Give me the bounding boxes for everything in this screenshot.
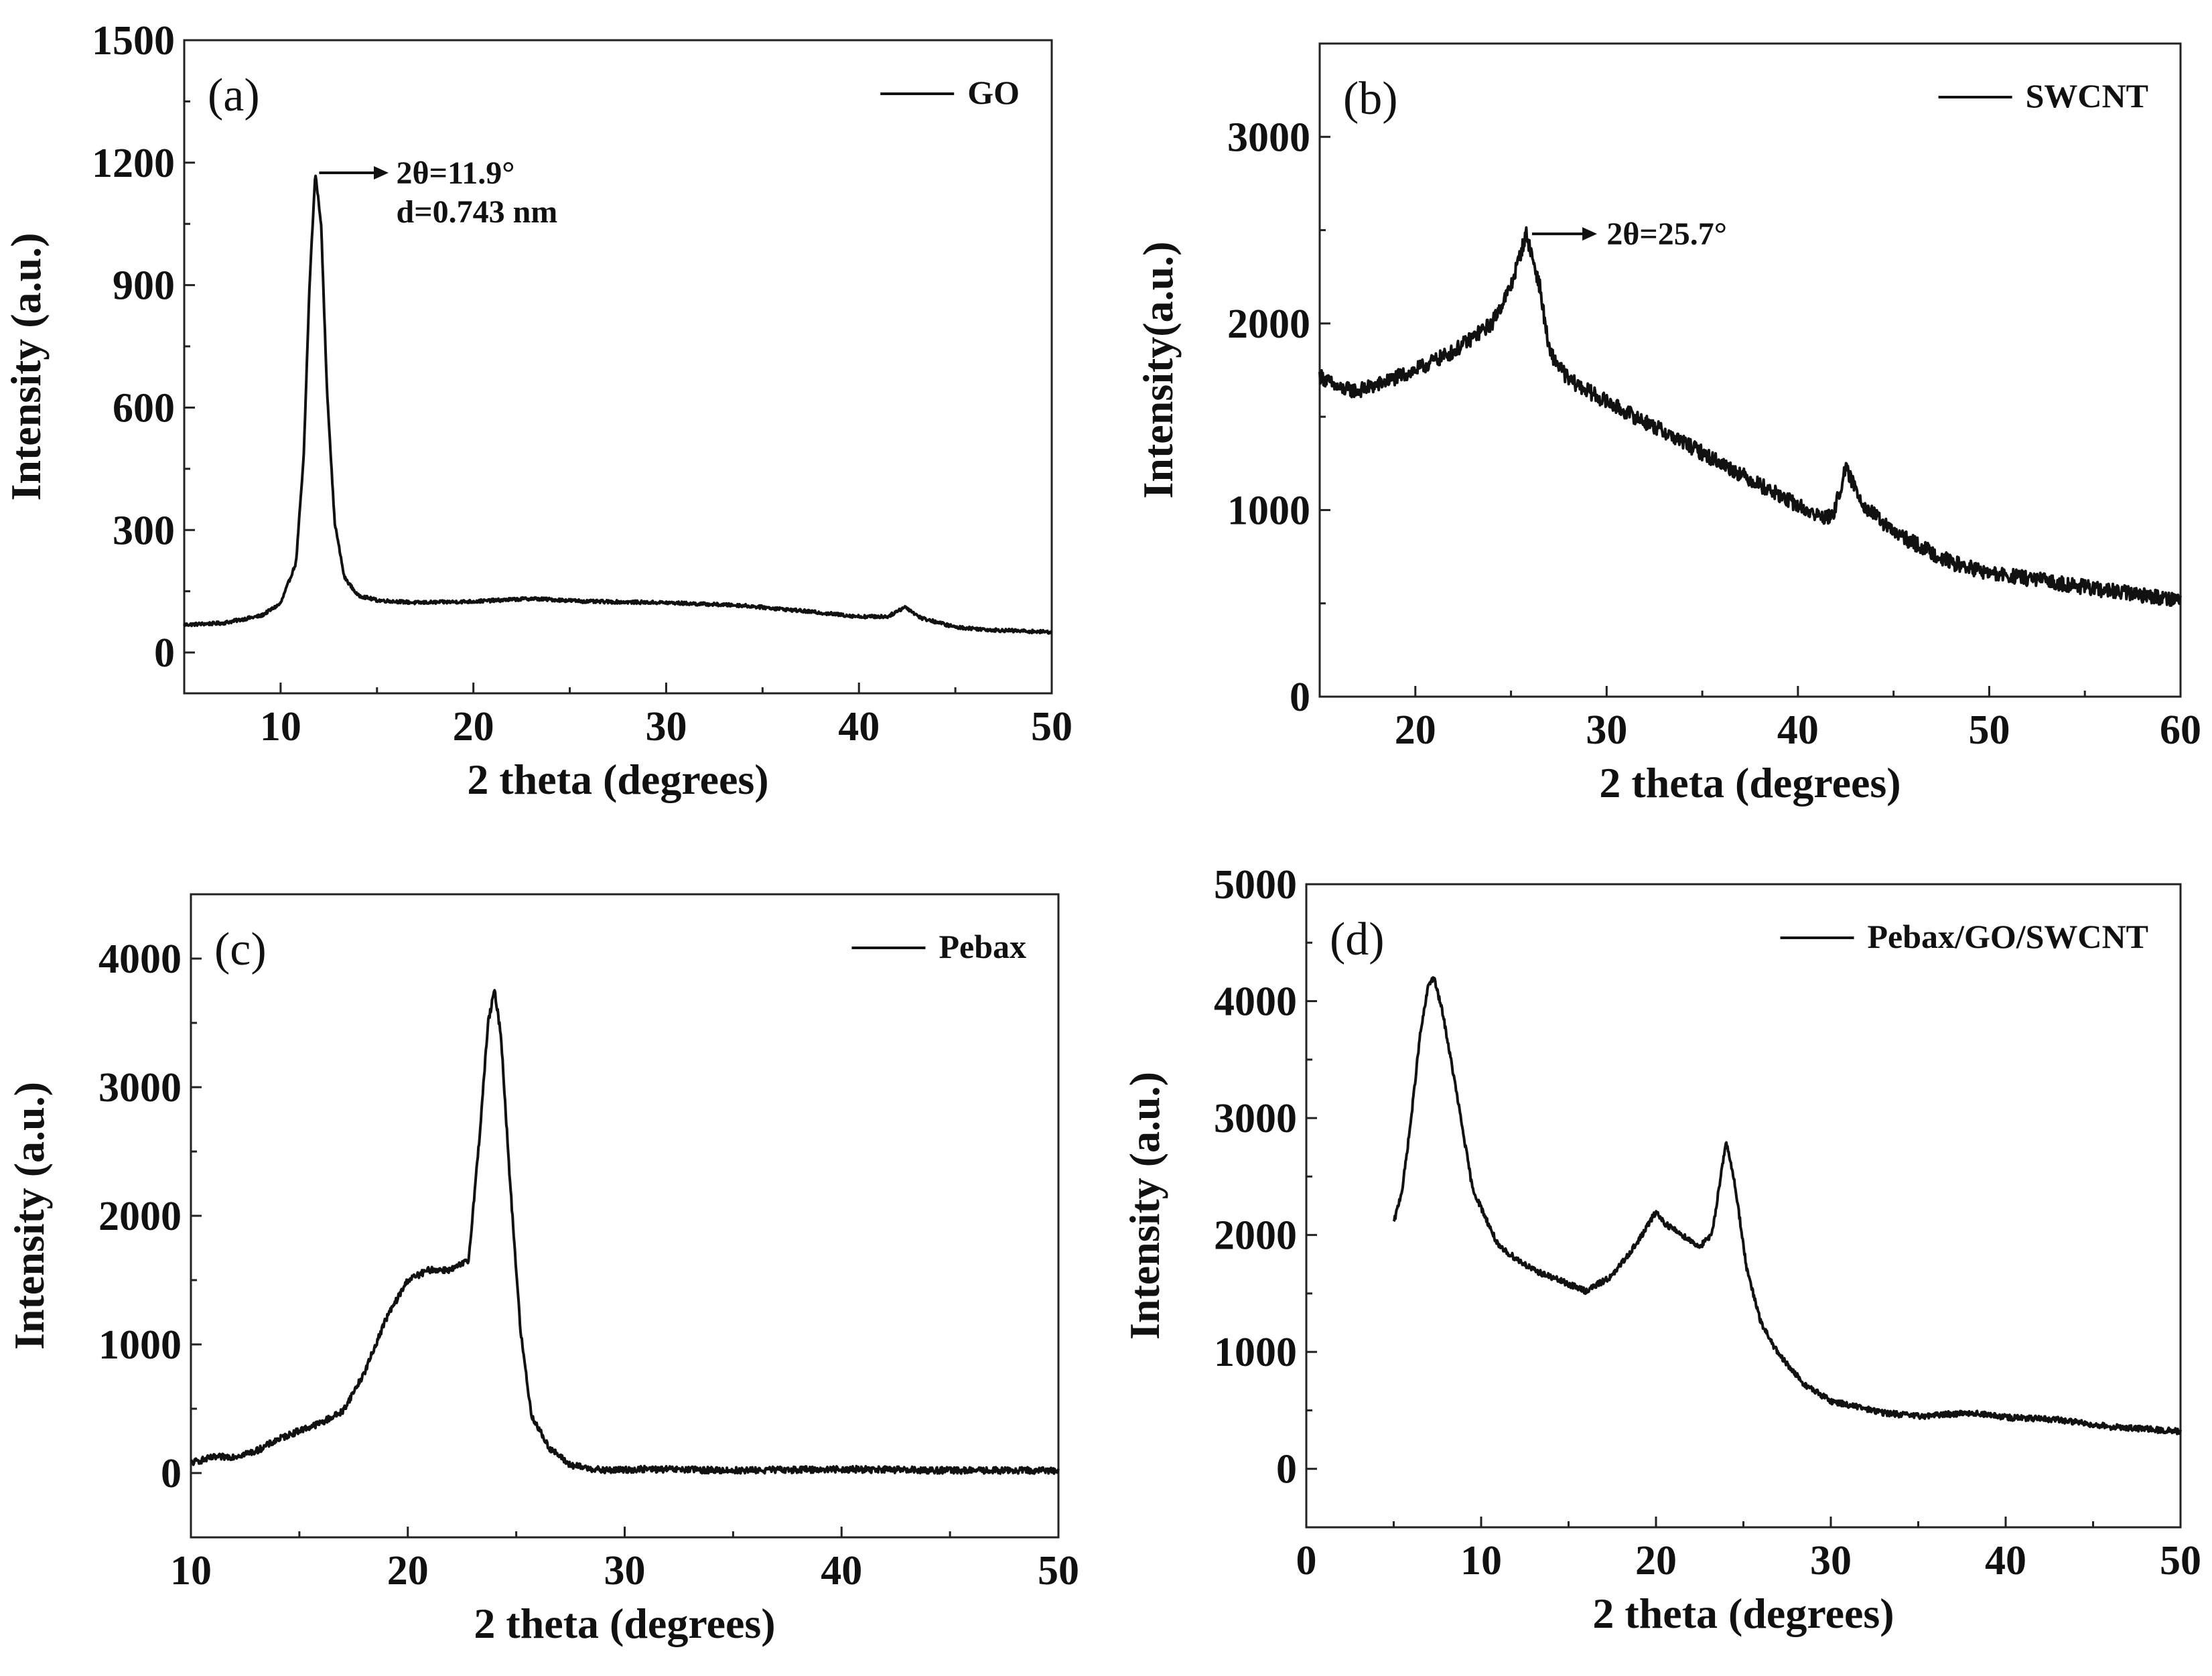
chart-panel-a: 10 20 30 40 50 0 300 600 900 1200 1500 2 theta (deg… <box>2 18 1073 803</box>
y-tick-label: 3000 <box>98 1065 182 1111</box>
annotation-arrow-head <box>1582 227 1598 241</box>
x-tick-label: 30 <box>1810 1538 1852 1584</box>
x-axis-title: 2 theta (degrees) <box>1592 1590 1894 1637</box>
annotation-text: d=0.743 nm <box>397 194 558 230</box>
y-tick-label: 2000 <box>1214 1213 1297 1259</box>
data-line-a <box>183 174 1053 635</box>
x-tick-label: 10 <box>260 704 301 750</box>
y-tick-label: 3000 <box>1214 1096 1297 1141</box>
y-axis-title: Intensity (a.u.) <box>1121 1072 1168 1340</box>
y-tick-label: 2000 <box>1227 301 1310 347</box>
x-tick-label: 40 <box>821 1548 862 1594</box>
x-tick-label: 30 <box>645 704 687 750</box>
annotation-text: 2θ=11.9° <box>397 155 515 191</box>
x-tick-label: 10 <box>1460 1538 1502 1584</box>
y-tick-label: 4000 <box>98 936 182 982</box>
plot-frame <box>1318 42 2182 698</box>
y-tick-label: 1000 <box>1227 488 1310 533</box>
y-tick-label: 0 <box>1290 675 1310 720</box>
x-tick-label: 40 <box>1985 1538 2026 1584</box>
y-tick-label: 300 <box>113 508 175 553</box>
y-tick-label: 4000 <box>1214 979 1297 1025</box>
x-axis-title: 2 theta (degrees) <box>467 756 768 803</box>
legend-label: Pebax <box>939 928 1026 965</box>
panel-label: (b) <box>1343 73 1398 125</box>
x-tick-label: 50 <box>2160 1538 2201 1584</box>
x-tick-label: 0 <box>1296 1538 1317 1584</box>
data-line-b <box>1318 226 2182 607</box>
chart-panel-b: 20 30 40 50 60 0 1000 2000 3000 2 theta (degrees)… <box>1134 42 2201 807</box>
data-line-c <box>190 989 1060 1475</box>
x-tick-label: 60 <box>2160 707 2201 753</box>
y-tick-label: 0 <box>161 1451 182 1496</box>
y-axis-title: Intensity (a.u.) <box>5 1082 53 1350</box>
x-axis-title: 2 theta (degrees) <box>474 1600 775 1647</box>
x-tick-label: 50 <box>1031 704 1073 750</box>
chart-panel-d: 0 10 20 30 40 50 0 1000 2000 3000 4000 5000 2 theta … <box>1121 862 2201 1637</box>
annotation-arrow-head <box>374 166 389 180</box>
annotation-text: 2θ=25.7° <box>1606 216 1727 252</box>
x-tick-label: 20 <box>1635 1538 1677 1584</box>
x-tick-label: 10 <box>170 1548 212 1594</box>
legend-label: GO <box>967 74 1020 111</box>
panel-label: (d) <box>1330 914 1385 965</box>
y-axis-title: Intensity(a.u.) <box>1134 241 1182 498</box>
y-tick-label: 1500 <box>92 18 175 64</box>
chart-panel-c: 10 20 30 40 50 0 1000 2000 3000 4000 2 theta (degr… <box>5 893 1079 1647</box>
x-tick-label: 40 <box>1777 707 1819 753</box>
plot-frame <box>183 39 1053 695</box>
y-tick-label: 600 <box>113 385 175 431</box>
x-tick-label: 40 <box>838 704 880 750</box>
x-tick-label: 50 <box>1038 1548 1079 1594</box>
y-tick-label: 3000 <box>1227 115 1310 160</box>
x-tick-label: 30 <box>604 1548 646 1594</box>
y-tick-label: 5000 <box>1214 862 1297 908</box>
y-tick-label: 0 <box>1276 1447 1297 1492</box>
legend-label: Pebax/GO/SWCNT <box>1868 918 2148 955</box>
y-tick-label: 2000 <box>98 1194 182 1239</box>
y-tick-label: 900 <box>113 263 175 309</box>
legend-label: SWCNT <box>2026 77 2148 115</box>
panel-label: (c) <box>214 924 267 975</box>
data-line-d <box>1392 976 2182 1436</box>
x-tick-label: 20 <box>387 1548 429 1594</box>
x-tick-label: 30 <box>1586 707 1627 753</box>
y-tick-label: 0 <box>154 630 175 676</box>
x-tick-label: 50 <box>1968 707 2010 753</box>
x-tick-label: 20 <box>1395 707 1436 753</box>
y-tick-label: 1000 <box>1214 1330 1297 1375</box>
y-axis-title: Intensity (a.u.) <box>2 232 50 500</box>
x-tick-label: 20 <box>453 704 494 750</box>
y-tick-label: 1000 <box>98 1322 182 1368</box>
x-axis-title: 2 theta (degrees) <box>1599 759 1900 807</box>
y-tick-label: 1200 <box>92 141 175 186</box>
panel-label: (a) <box>208 70 260 121</box>
